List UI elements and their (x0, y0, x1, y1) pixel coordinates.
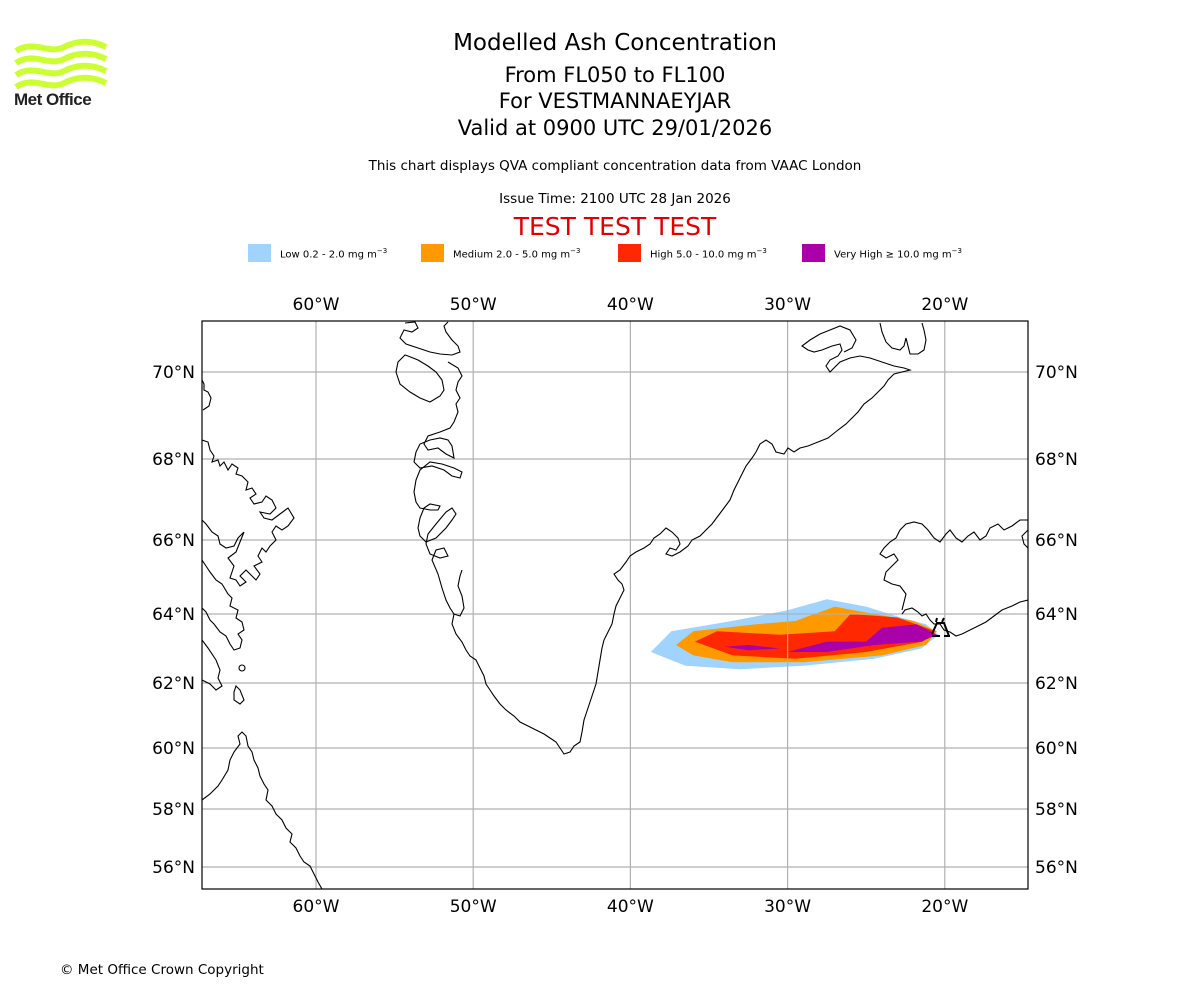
met-office-logo-text: Met Office (14, 90, 92, 109)
legend-label-high: High 5.0 - 10.0 mg m−3 (650, 247, 767, 261)
chart-title: Modelled Ash Concentration (453, 30, 777, 56)
issue-time: Issue Time: 2100 UTC 28 Jan 2026 (499, 191, 731, 207)
lon-tick-label-bottom: 60°W (293, 897, 340, 917)
lat-tick-label-left: 70°N (152, 363, 195, 383)
test-banner: TEST TEST TEST (513, 212, 717, 241)
lat-tick-label-left: 68°N (152, 450, 195, 470)
coastline-greenland-northeast (879, 322, 927, 355)
lat-tick-label-right: 56°N (1035, 858, 1078, 878)
lon-tick-label-bottom: 40°W (607, 897, 654, 917)
lat-tick-label-right: 62°N (1035, 674, 1078, 694)
lat-tick-label-left: 56°N (152, 858, 195, 878)
lat-tick-label-right: 64°N (1035, 605, 1078, 625)
lon-tick-label-bottom: 50°W (450, 897, 497, 917)
graticule (202, 321, 1028, 889)
coastline-greenland-west-2 (413, 361, 465, 617)
legend-swatch-high (618, 244, 641, 262)
lat-tick-label-right: 58°N (1035, 800, 1078, 820)
ash-contour-layer (650, 599, 939, 670)
ash-contour-very-high (787, 624, 937, 652)
lon-tick-label-top: 40°W (607, 295, 654, 315)
lat-tick-label-left: 60°N (152, 739, 195, 759)
coastline-greenland-southeast (603, 325, 912, 641)
coastline-baffin-south (202, 559, 245, 651)
legend-label-low: Low 0.2 - 2.0 mg m−3 (280, 247, 388, 261)
island-small-2 (233, 684, 245, 705)
coastline-labrador (202, 731, 323, 889)
lat-tick-label-left: 62°N (152, 674, 195, 694)
lat-tick-label-left: 58°N (152, 800, 195, 820)
flight-level-range: From FL050 to FL100 (504, 63, 726, 87)
island-small-1 (238, 664, 246, 672)
copyright-notice: © Met Office Crown Copyright (60, 962, 264, 978)
lon-tick-label-top: 50°W (450, 295, 497, 315)
lat-tick-label-right: 60°N (1035, 739, 1078, 759)
coastline-baffin-southwest (202, 639, 223, 691)
coastlines (202, 321, 1028, 889)
coastline-greenland-southwest (451, 613, 605, 755)
lon-tick-label-top: 20°W (921, 295, 968, 315)
lon-tick-label-bottom: 30°W (764, 897, 811, 917)
met-office-logo-icon (14, 38, 108, 90)
lon-tick-label-bottom: 20°W (921, 897, 968, 917)
legend-label-very-high: Very High ≥ 10.0 mg m−3 (834, 247, 962, 261)
map-frame (201, 320, 1029, 890)
map-background (202, 321, 1028, 889)
lat-tick-label-left: 64°N (152, 605, 195, 625)
lon-tick-label-top: 30°W (764, 295, 811, 315)
lon-tick-label-top: 60°W (293, 295, 340, 315)
coastline-baffin-north (202, 379, 212, 411)
coastline-baffin-island (202, 439, 295, 587)
lat-tick-label-right: 70°N (1035, 363, 1078, 383)
lat-tick-label-right: 68°N (1035, 450, 1078, 470)
legend-swatch-very-high (802, 244, 825, 262)
legend-swatch-medium (421, 244, 444, 262)
volcano-marker-icon (931, 617, 950, 637)
ash-contour-very-high (724, 645, 780, 651)
coastline-greenland-disko (395, 354, 445, 403)
legend-swatch-low (248, 244, 271, 262)
chart-description: This chart displays QVA compliant concen… (368, 158, 862, 174)
volcano-name: For VESTMANNAEYJAR (498, 89, 732, 113)
coastline-iceland (879, 519, 1028, 637)
lat-tick-label-left: 66°N (152, 531, 195, 551)
legend-label-medium: Medium 2.0 - 5.0 mg m−3 (453, 247, 581, 261)
axis-tick-labels: 60°W 60°W 50°W 50°W 40°W 40°W 30°W 30°W 20°W 20°W… (152, 295, 1078, 917)
coastline-greenland-west (399, 321, 461, 356)
valid-time: Valid at 0900 UTC 29/01/2026 (457, 116, 773, 140)
lat-tick-label-right: 66°N (1035, 531, 1078, 551)
